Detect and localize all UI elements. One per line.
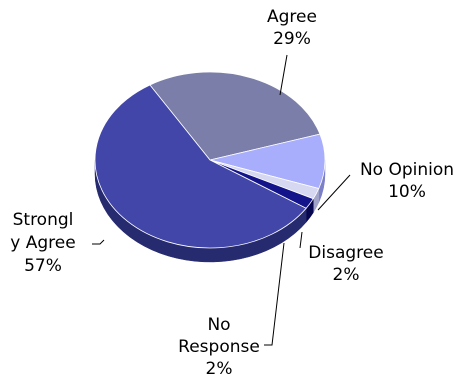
slice-value-label-1: 10% xyxy=(388,182,426,202)
slice-value-label-0: 29% xyxy=(273,29,311,49)
leader-line-0 xyxy=(279,54,288,96)
slice-label-3: No xyxy=(207,315,230,335)
slice-label-0: Agree xyxy=(267,7,317,27)
leader-line-2 xyxy=(299,231,303,249)
slice-label-3: Response xyxy=(178,337,260,357)
pie-slice-1 xyxy=(209,133,326,189)
slice-label-1: No Opinion xyxy=(360,160,454,180)
leader-line-4 xyxy=(92,239,105,245)
slice-label-4: Strongl xyxy=(13,210,74,230)
slice-value-label-2: 2% xyxy=(333,265,360,285)
slice-label-2: Disagree xyxy=(308,243,383,263)
leader-lines xyxy=(92,54,351,346)
leader-line-1 xyxy=(317,174,351,211)
pie-slice-4 xyxy=(94,84,307,249)
slice-value-label-4: 57% xyxy=(24,256,62,276)
slice-value-label-3: 2% xyxy=(206,359,233,379)
slice-label-4: y Agree xyxy=(10,233,75,253)
pie-tops xyxy=(94,71,326,249)
leader-line-3 xyxy=(264,242,285,346)
